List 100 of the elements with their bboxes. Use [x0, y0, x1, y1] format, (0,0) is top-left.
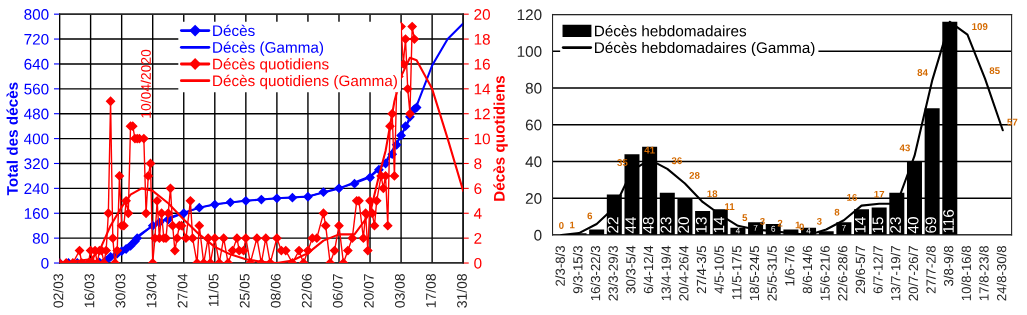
data-label: 14 [713, 216, 725, 233]
y-tick-label: 320 [24, 158, 49, 170]
data-label: 6 [587, 212, 593, 220]
y-tick-label: 120 [517, 9, 542, 21]
x-tick-label: 08/06 [270, 274, 281, 308]
y-tick-label: 160 [24, 208, 49, 219]
legend-label: Décès hebdomadaires [595, 25, 747, 37]
y-tick-label: 20 [525, 193, 542, 204]
x-tick-label: 23/3-29/3 [608, 245, 618, 301]
x-tick-label: 29/6-5/7 [855, 246, 866, 294]
data-label: 15 [872, 217, 884, 233]
data-label: 1 [795, 221, 801, 229]
annotation: 10/04/2020 [140, 49, 151, 118]
data-label: 17 [874, 190, 885, 198]
data-label: 0 [799, 223, 804, 231]
x-tick-label: 13/4-19/4 [661, 245, 671, 301]
x-tick-label: 9/3-15/3 [572, 245, 583, 294]
x-tick-label: 20/07 [363, 274, 374, 308]
legend-label: Décès hebdomadaires (Gamma) [595, 41, 815, 57]
data-label: 13 [695, 217, 707, 233]
x-tick-label: 17/8-23/8 [978, 245, 989, 301]
data-label: 7 [841, 224, 846, 231]
x-tick-label: 17/08 [425, 274, 436, 308]
data-label: 41 [644, 146, 655, 154]
x-tick-label: 24/8-30/8 [996, 245, 1007, 301]
x-tick-label: 27/04 [177, 273, 188, 308]
y-tick-label: 40 [525, 156, 542, 168]
x-tick-label: 2/3-8/3 [555, 245, 565, 286]
data-label: 23 [660, 217, 672, 233]
x-tick-label: 22/6-28/6 [837, 245, 848, 301]
y2-tick-label: 18 [474, 33, 490, 45]
x-tick-label: 20/7-26/7 [908, 246, 919, 301]
y-tick-label: 60 [525, 119, 542, 131]
y2-tick-label: 20 [474, 9, 490, 20]
x-tick-label: 27/7-2/8 [925, 245, 936, 294]
x-tick-label: 25/05 [239, 274, 250, 308]
data-label: 3 [759, 217, 765, 225]
x-tick-label: 25/5-31/5 [767, 245, 777, 301]
x-tick-label: 03/08 [394, 274, 405, 308]
y-tick-label: 560 [24, 83, 49, 95]
x-tick-label: 11/05 [208, 274, 219, 307]
x-tick-label: 30/3-5/4 [625, 245, 636, 294]
data-label: 40 [907, 217, 919, 234]
y-tick-label: 0 [534, 229, 542, 241]
x-tick-label: 10/8-16/8 [961, 245, 971, 301]
y-tick-label: 240 [24, 183, 49, 195]
x-tick-label: 27/4-3/5 [696, 245, 707, 294]
x-tick-label: 18/5-24/5 [749, 245, 760, 301]
data-label: 43 [899, 144, 910, 152]
legend-label: Décès quotidiens [213, 58, 329, 73]
x-tick-label: 06/07 [332, 274, 343, 308]
y-tick-label: 640 [24, 58, 49, 70]
data-label: 109 [972, 23, 988, 30]
data-label: 7 [753, 224, 758, 231]
data-label: 3 [816, 217, 822, 225]
data-label: 84 [917, 69, 928, 76]
data-label: 0 [559, 222, 564, 229]
x-tick-label: 20/4-26/4 [678, 245, 689, 301]
y2-tick-label: 16 [474, 58, 490, 70]
x-tick-label: 3/8-9/8 [943, 245, 954, 286]
data-label: 116 [943, 209, 954, 233]
x-tick-label: 11/5-17/5 [731, 245, 742, 300]
data-label: 8 [834, 208, 840, 216]
x-tick-label: 31/08 [456, 274, 467, 308]
x-tick-label: 4/5-10/5 [714, 245, 724, 294]
x-tick-label: 1/6-7/6 [784, 245, 795, 286]
y2-tick-label: 12 [474, 108, 490, 120]
data-label: 28 [689, 171, 700, 179]
data-label: 69 [925, 217, 937, 233]
y-tick-label: 80 [32, 233, 49, 244]
y2-tick-label: 0 [474, 257, 482, 269]
legend-label: Décès (Gamma) [213, 41, 324, 56]
data-label: 44 [625, 216, 636, 234]
data-label: 35 [617, 159, 628, 166]
data-label: 4 [806, 227, 811, 234]
data-label: 18 [707, 190, 718, 198]
y-tick-label: 80 [525, 82, 542, 94]
y-axis-title: Total des décès [6, 82, 18, 196]
data-label: 14 [854, 216, 866, 233]
y2-tick-label: 4 [473, 208, 482, 219]
x-tick-label: 8/6-14/6 [802, 245, 813, 294]
x-tick-label: 02/03 [53, 274, 64, 308]
y-tick-label: 400 [24, 133, 49, 145]
y-tick-label: 480 [24, 108, 49, 120]
x-tick-label: 6/4-12/4 [643, 245, 654, 294]
x-tick-label: 6/7-12/7 [873, 246, 883, 294]
data-label: 48 [642, 217, 654, 234]
x-tick-label: 22/06 [301, 274, 312, 308]
x-tick-label: 16/3-22/3 [590, 245, 601, 301]
data-label: 5 [742, 214, 748, 222]
data-label: 85 [989, 67, 1000, 75]
y2-tick-label: 8 [474, 158, 482, 170]
y-tick-label: 720 [24, 33, 49, 45]
x-tick-label: 15/6-21/6 [820, 245, 830, 301]
y2-tick-label: 14 [474, 83, 491, 95]
y-tick-label: 0 [41, 257, 49, 269]
y-tick-label: 100 [517, 46, 542, 57]
data-label: 11 [725, 203, 735, 210]
y2-tick-label: 10 [474, 133, 490, 145]
data-label: 6 [771, 225, 776, 232]
